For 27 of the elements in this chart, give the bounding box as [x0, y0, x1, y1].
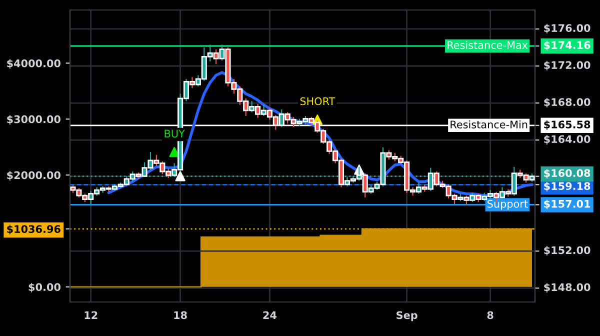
series-label: SHORT	[300, 97, 336, 106]
y2-tick-label: $1036.96	[7, 224, 60, 234]
point	[175, 171, 186, 182]
y-tick-label: $152.00	[544, 246, 590, 256]
x-tick-label: 12	[84, 311, 98, 319]
y2-tick-label: $3000.00	[7, 115, 60, 125]
y-tick-label: $176.00	[544, 24, 590, 34]
y-tick-label: $172.00	[544, 60, 590, 70]
y-tick-label: $164.00	[544, 134, 590, 144]
y2-tick-label: $4000.00	[7, 59, 60, 69]
x-tick-label: Sep	[396, 311, 418, 322]
y-tick-label: $157.01	[544, 200, 590, 210]
ref-line-label: Resistance-Max	[448, 40, 528, 50]
y-tick-label: $165.58	[544, 120, 590, 130]
y-tick-label: $148.00	[544, 283, 590, 293]
x-tick-label: 24	[263, 311, 276, 319]
ref-line-label: Support	[488, 200, 528, 210]
y2-tick-label: $2000.00	[7, 171, 60, 181]
y-tick-label: $174.16	[544, 40, 590, 50]
series-label: BUY	[164, 130, 185, 138]
y-tick-label: $168.00	[544, 98, 590, 108]
y2-tick-label: $0.00	[28, 282, 60, 292]
y-tick-label: $160.08	[544, 168, 590, 178]
x-tick-label: 8	[487, 311, 494, 320]
x-tick-label: 18	[174, 311, 187, 320]
ref-line-label: Resistance-Min	[450, 120, 528, 128]
y-tick-label: $159.18	[544, 182, 590, 192]
